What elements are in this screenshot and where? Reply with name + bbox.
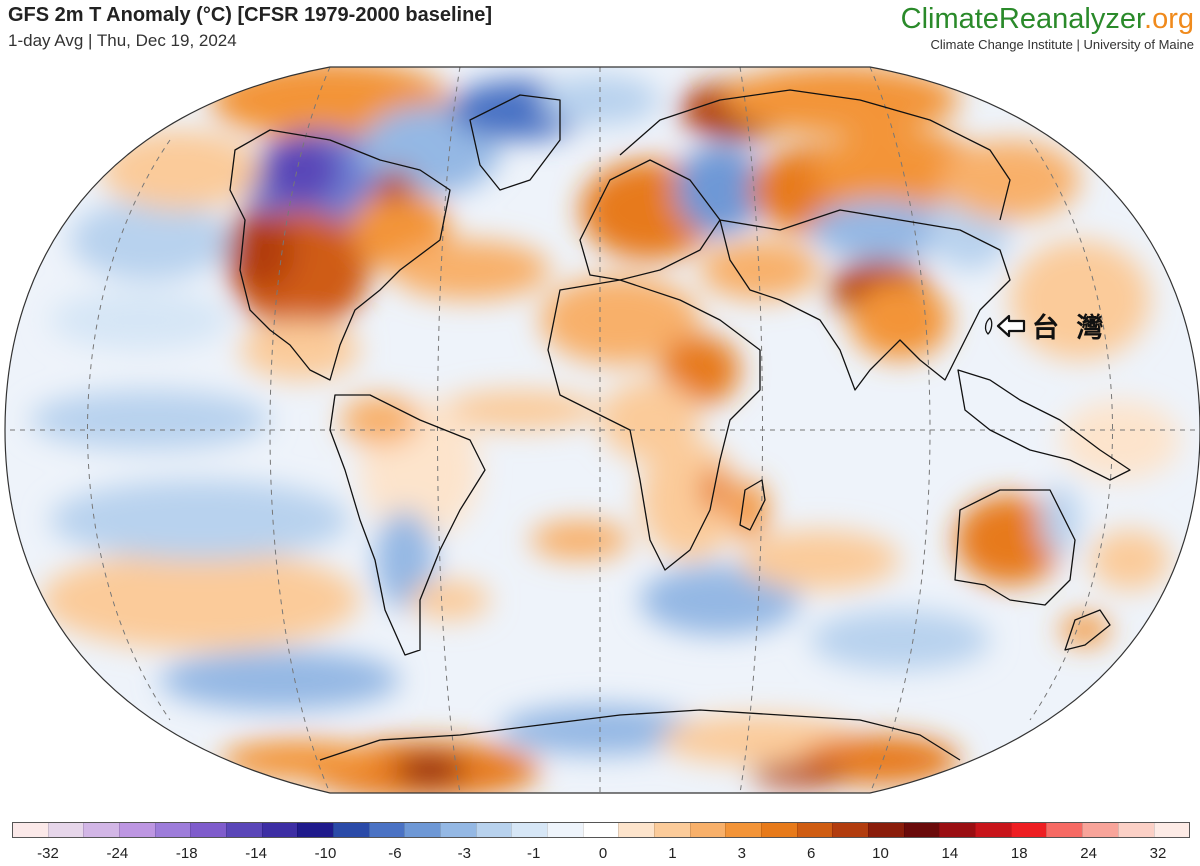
colorbar-swatch bbox=[832, 823, 869, 837]
colorbar-tick-label: 10 bbox=[872, 845, 889, 862]
colorbar-swatch bbox=[154, 823, 191, 837]
colorbar-swatch bbox=[1046, 823, 1083, 837]
colorbar-tick-label: 6 bbox=[806, 845, 816, 862]
colorbar-tick-label: 32 bbox=[1149, 845, 1167, 862]
colorbar-swatch bbox=[1010, 823, 1047, 837]
colorbar-swatch bbox=[903, 823, 940, 837]
colorbar-swatch bbox=[226, 823, 262, 837]
left-arrow-icon bbox=[996, 314, 1026, 337]
colorbar-swatch bbox=[119, 823, 155, 837]
colorbar-swatch bbox=[939, 823, 976, 837]
colorbar-tick-label: -3 bbox=[457, 845, 471, 862]
map-subtitle: 1-day Avg | Thu, Dec 19, 2024 bbox=[8, 31, 237, 50]
colorbar-swatch bbox=[440, 823, 476, 837]
colorbar-swatch bbox=[368, 823, 405, 837]
colorbar-swatch bbox=[404, 823, 441, 837]
colorbar-swatch bbox=[1082, 823, 1118, 837]
brand-subtitle: Climate Change Institute | University of… bbox=[930, 37, 1195, 52]
colorbar bbox=[12, 822, 1190, 838]
colorbar-swatch bbox=[725, 823, 762, 837]
graticule bbox=[5, 67, 1200, 793]
colorbar-swatch bbox=[654, 823, 690, 837]
brand-name: ClimateReanalyzer.org bbox=[901, 2, 1194, 36]
brand-name-main: ClimateReanalyzer bbox=[900, 3, 1145, 35]
colorbar-tick-label: 3 bbox=[737, 845, 746, 862]
taiwan-annotation: 台 灣 bbox=[996, 306, 1107, 345]
coastlines bbox=[229, 89, 1131, 761]
colorbar-swatch bbox=[333, 823, 369, 837]
colorbar-tick-label: -24 bbox=[106, 845, 129, 862]
colorbar-swatch bbox=[868, 823, 904, 837]
colorbar-tick-label: 1 bbox=[668, 845, 677, 862]
colorbar-tick-label: 18 bbox=[1010, 845, 1028, 862]
colorbar-swatch bbox=[47, 823, 84, 837]
colorbar-tick-label: 14 bbox=[941, 845, 959, 862]
colorbar-swatch bbox=[1117, 823, 1154, 837]
colorbar-swatch bbox=[975, 823, 1011, 837]
colorbar-ticks: -32 -24 -18 -14 -10 -6 -3 -1 0 1 3 6 10 14 18 24 32 bbox=[0, 845, 1200, 865]
colorbar-swatch bbox=[261, 823, 298, 837]
colorbar-swatch bbox=[297, 823, 334, 837]
colorbar-swatch bbox=[475, 823, 512, 837]
colorbar-swatch bbox=[761, 823, 797, 837]
colorbar-tick-label: -1 bbox=[526, 845, 541, 862]
taiwan-label: 台 灣 bbox=[1032, 313, 1108, 344]
colorbar-swatch bbox=[796, 823, 833, 837]
colorbar-tick-label: -18 bbox=[175, 845, 198, 862]
map-title: GFS 2m T Anomaly (°C) [CFSR 1979-2000 ba… bbox=[8, 4, 493, 26]
colorbar-tick-label: -6 bbox=[388, 845, 402, 862]
colorbar-tick-label: -14 bbox=[245, 845, 267, 862]
colorbar-tick-label: -32 bbox=[37, 845, 59, 862]
colorbar-swatch bbox=[582, 823, 619, 837]
colorbar-swatch bbox=[618, 823, 655, 837]
colorbar-tick-label: 24 bbox=[1080, 845, 1097, 862]
colorbar-swatch bbox=[689, 823, 726, 837]
brand-name-tld: .org bbox=[1144, 3, 1194, 35]
colorbar-swatch bbox=[190, 823, 227, 837]
colorbar-swatch bbox=[547, 823, 583, 837]
colorbar-swatch bbox=[511, 823, 548, 837]
colorbar-tick-label: -10 bbox=[314, 845, 337, 862]
colorbar-swatch bbox=[1153, 823, 1190, 837]
colorbar-swatch bbox=[13, 823, 48, 837]
brand-logo[interactable]: ClimateReanalyzer.org Climate Change Ins… bbox=[901, 2, 1194, 52]
colorbar-tick-label: 0 bbox=[598, 845, 608, 862]
colorbar-swatch bbox=[83, 823, 120, 837]
